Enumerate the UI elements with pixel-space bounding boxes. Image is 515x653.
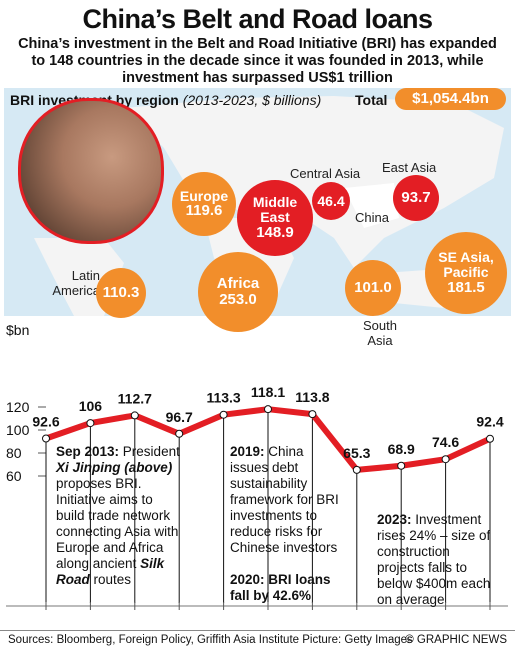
data-point [352, 465, 361, 474]
data-label: 96.7 [166, 409, 193, 425]
x-tick-label: 21 [393, 608, 409, 610]
y-tick-label: 100 [6, 422, 30, 438]
data-point [42, 434, 50, 443]
data-label: 68.9 [388, 441, 415, 457]
y-tick-label: 120 [6, 399, 30, 415]
data-point [264, 405, 272, 414]
bubble-middle-east: Middle East 148.9 [237, 180, 313, 256]
bubble-east-asia: 93.7 [393, 175, 439, 221]
bubble-central-asia: 46.4 [312, 182, 350, 220]
annotation-sep-2013: Sep 2013: President Xi Jinping (above) p… [56, 444, 180, 587]
label-china: China [355, 210, 389, 225]
xi-jinping-portrait [18, 98, 164, 244]
x-tick-label: 23 [482, 608, 498, 610]
data-label: 113.8 [295, 389, 329, 405]
data-point [308, 410, 317, 419]
data-label: 113.3 [206, 390, 240, 406]
x-tick-label: 2013 [30, 608, 61, 610]
data-label: 92.6 [32, 414, 59, 430]
annotation-2019: 2019: China issues debt sustainability f… [230, 444, 339, 555]
data-label: 112.7 [118, 390, 152, 406]
x-tick-label: 18 [260, 608, 276, 610]
data-point [86, 419, 95, 428]
bubble-latin-america: 110.3 [96, 268, 146, 318]
y-axis-unit: $bn [6, 322, 30, 338]
x-tick-label: 20 [349, 608, 365, 610]
bubble-south-asia: 101.0 [345, 260, 401, 316]
annotation-2020: 2020: BRI loans fall by 42.6% [230, 572, 331, 603]
bubble-se-asia-pacific: SE Asia, Pacific 181.5 [425, 232, 507, 314]
data-label: 92.4 [476, 414, 503, 430]
line-chart: 120 100 80 60 92.6 106 112.7 96.7 113.3 118.1 113.… [6, 384, 508, 610]
x-tick-label: 15 [127, 608, 143, 610]
subtitle: China’s investment in the Belt and Road … [18, 36, 497, 86]
data-label: 106 [79, 398, 103, 414]
x-tick-label: 14 [83, 608, 99, 610]
data-point [486, 434, 494, 443]
x-tick-label: 17 [216, 608, 232, 610]
y-tick-label: 80 [6, 445, 22, 461]
footer [0, 630, 515, 653]
brand: © GRAPHIC NEWS [405, 634, 507, 646]
x-tick-label: 19 [305, 608, 321, 610]
x-tick-label: 16 [171, 608, 187, 610]
data-point [175, 429, 184, 438]
label-east-asia: East Asia [382, 160, 437, 175]
label-south-asia: South Asia [363, 318, 397, 348]
data-point [397, 461, 406, 470]
y-tick-label: 60 [6, 468, 22, 484]
annotation-2023: 2023: Investment rises 24% – size of con… [377, 512, 491, 607]
data-point [219, 410, 228, 419]
bubble-europe: Europe 119.6 [172, 172, 236, 236]
total-badge: $1,054.4bn [395, 88, 506, 110]
x-tick-label: 22 [438, 608, 454, 610]
data-label: 118.1 [251, 384, 285, 400]
data-point [441, 455, 450, 464]
sources: Sources: Bloomberg, Foreign Policy, Grif… [8, 634, 413, 646]
label-central-asia: Central Asia [290, 166, 361, 181]
total-label: Total [355, 92, 388, 108]
bubble-africa: Africa 253.0 [198, 252, 278, 332]
label-latin-america: Latin America [52, 268, 100, 298]
data-label: 74.6 [432, 434, 459, 450]
data-point [130, 411, 139, 420]
data-label: 65.3 [343, 445, 370, 461]
page-title: China’s Belt and Road loans [82, 4, 433, 34]
